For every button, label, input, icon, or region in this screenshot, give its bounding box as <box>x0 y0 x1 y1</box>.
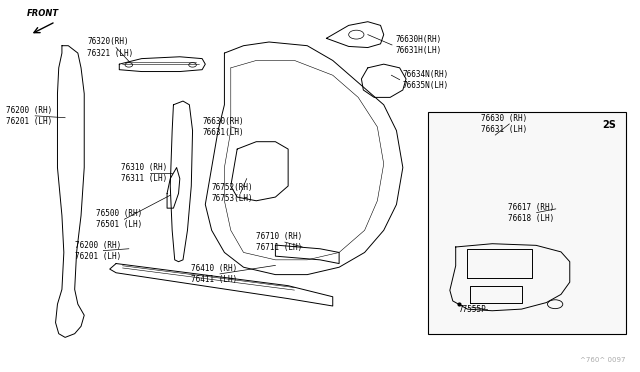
Text: 76630 (RH)
76631 (LH): 76630 (RH) 76631 (LH) <box>481 114 527 134</box>
Text: 76710 (RH)
76711 (LH): 76710 (RH) 76711 (LH) <box>256 232 303 252</box>
Bar <box>428 112 626 334</box>
Text: 2S: 2S <box>602 119 616 129</box>
Text: 76634N(RH)
76635N(LH): 76634N(RH) 76635N(LH) <box>403 70 449 90</box>
Text: 76310 (RH)
76311 (LH): 76310 (RH) 76311 (LH) <box>121 163 168 183</box>
Text: ^760^ 0097: ^760^ 0097 <box>580 357 626 363</box>
Text: 76752(RH)
76753(LH): 76752(RH) 76753(LH) <box>212 183 253 203</box>
Text: 76200 (RH)
76201 (LH): 76200 (RH) 76201 (LH) <box>75 241 121 261</box>
Text: 76630(RH)
76631(LH): 76630(RH) 76631(LH) <box>202 117 244 137</box>
Text: FRONT: FRONT <box>27 9 59 18</box>
Text: 76630H(RH)
76631H(LH): 76630H(RH) 76631H(LH) <box>395 35 442 55</box>
Text: 76617 (RH)
76618 (LH): 76617 (RH) 76618 (LH) <box>508 202 554 222</box>
Text: 76410 (RH)
76411 (LH): 76410 (RH) 76411 (LH) <box>191 264 237 284</box>
Text: 76320(RH)
76321 (LH): 76320(RH) 76321 (LH) <box>88 38 134 58</box>
Text: 77555P: 77555P <box>459 305 486 314</box>
Text: 76500 (RH)
76501 (LH): 76500 (RH) 76501 (LH) <box>96 209 142 229</box>
Text: 76200 (RH)
76201 (LH): 76200 (RH) 76201 (LH) <box>6 106 52 126</box>
